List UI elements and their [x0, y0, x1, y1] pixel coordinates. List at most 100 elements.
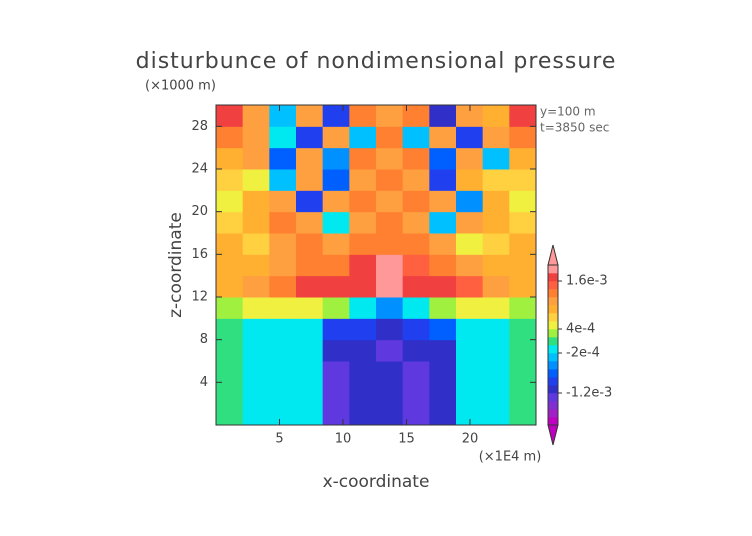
cell — [322, 147, 350, 170]
cell — [509, 297, 537, 319]
cell — [402, 147, 430, 170]
cell — [349, 169, 377, 191]
cell — [322, 105, 350, 127]
cell — [429, 403, 457, 426]
cell — [482, 147, 510, 170]
plot-frame — [215, 104, 537, 426]
cell — [296, 126, 324, 149]
cell — [269, 190, 297, 213]
cell — [349, 190, 377, 213]
colorbar-band — [548, 409, 558, 418]
cell — [456, 147, 484, 170]
colorbar-band — [548, 297, 558, 306]
annotation: y=100 m — [540, 105, 596, 119]
cell — [482, 297, 510, 319]
cell — [322, 403, 350, 426]
colorbar-band — [548, 393, 558, 402]
cell — [322, 318, 350, 341]
cell — [509, 169, 537, 191]
cell — [376, 190, 404, 213]
colorbar-band — [548, 385, 558, 394]
annotation: t=3850 sec — [540, 121, 609, 135]
cell — [429, 105, 457, 127]
cell — [269, 297, 297, 319]
cell — [242, 297, 270, 319]
cell — [216, 275, 244, 298]
cell — [456, 126, 484, 149]
cell — [509, 254, 537, 277]
cell — [456, 318, 484, 341]
cell — [242, 318, 270, 341]
cell — [482, 254, 510, 277]
cell — [296, 275, 324, 298]
cell — [296, 147, 324, 170]
cell — [349, 105, 377, 127]
cell — [376, 361, 404, 383]
cell — [456, 190, 484, 213]
cell — [509, 339, 537, 362]
cell — [269, 169, 297, 191]
colorbar-over — [547, 244, 559, 266]
cell — [456, 169, 484, 191]
cell — [269, 233, 297, 255]
cell — [456, 361, 484, 383]
cell — [482, 382, 510, 405]
cell — [322, 233, 350, 255]
cell — [296, 169, 324, 191]
cell — [269, 211, 297, 234]
colorbar-band — [548, 353, 558, 362]
cell — [296, 361, 324, 383]
cell — [242, 254, 270, 277]
cell — [376, 147, 404, 170]
cell — [216, 233, 244, 255]
cell — [216, 254, 244, 277]
cell — [349, 211, 377, 234]
cell — [482, 190, 510, 213]
cell — [296, 339, 324, 362]
cell — [322, 190, 350, 213]
x-unit: (×1E4 m) — [479, 450, 542, 465]
cell — [349, 147, 377, 170]
cell — [349, 361, 377, 383]
cell — [269, 382, 297, 405]
cell — [242, 190, 270, 213]
cell — [216, 105, 244, 127]
colorbar-frame — [547, 264, 559, 426]
cell — [376, 382, 404, 405]
cell — [456, 254, 484, 277]
cell — [322, 169, 350, 191]
cell — [269, 318, 297, 341]
cell — [429, 297, 457, 319]
cell — [429, 147, 457, 170]
y-unit: (×1000 m) — [145, 79, 216, 94]
y-tick-label: 12 — [191, 290, 208, 305]
cell — [269, 403, 297, 426]
colorbar-band — [548, 369, 558, 378]
cell — [216, 190, 244, 213]
cell — [402, 297, 430, 319]
cell — [349, 254, 377, 277]
cell — [482, 403, 510, 426]
y-tick-label: 28 — [191, 119, 208, 134]
cell — [269, 361, 297, 383]
cell — [456, 105, 484, 127]
colorbar-band — [548, 321, 558, 330]
x-tick-label: 10 — [335, 432, 352, 447]
y-tick-label: 8 — [200, 332, 208, 347]
y-tick-label: 20 — [191, 204, 208, 219]
cell — [402, 169, 430, 191]
cell — [509, 361, 537, 383]
y-tick-label: 16 — [191, 247, 208, 262]
x-label: x-coordinate — [323, 472, 430, 492]
cell — [429, 126, 457, 149]
cell — [509, 105, 537, 127]
cell — [456, 297, 484, 319]
cell — [509, 403, 537, 426]
cell — [402, 275, 430, 298]
cell — [402, 211, 430, 234]
colorbar-band — [548, 361, 558, 370]
cell — [322, 361, 350, 383]
cell — [509, 211, 537, 234]
cell — [242, 339, 270, 362]
